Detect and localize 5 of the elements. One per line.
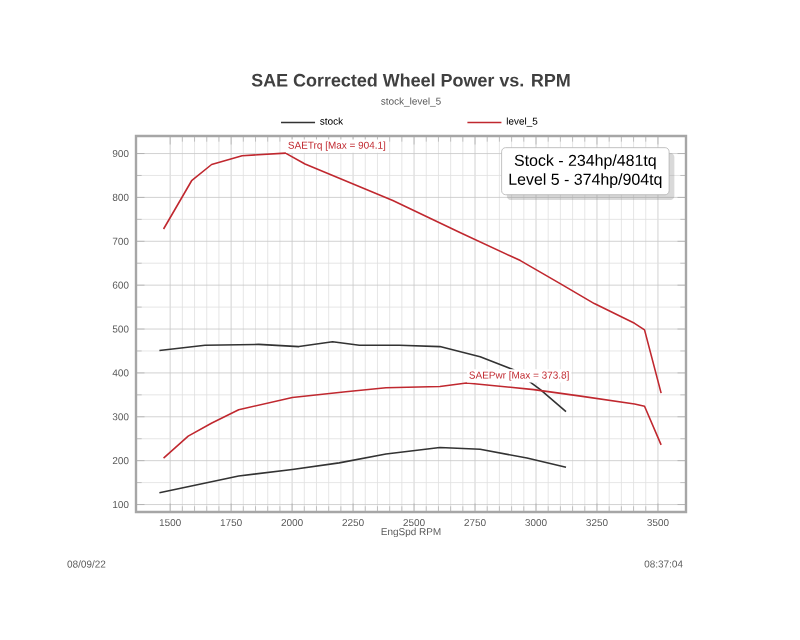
line-series — [158, 340, 567, 413]
line-series — [162, 382, 662, 459]
line-series — [158, 446, 567, 494]
line-series — [162, 152, 662, 394]
chart-title: SAE Corrected Wheel Power vs. RPM — [251, 73, 570, 87]
